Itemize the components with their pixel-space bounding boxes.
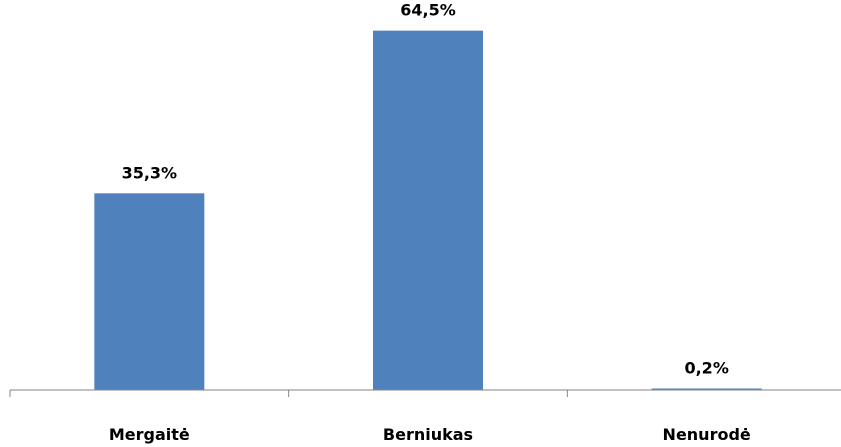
- data-labels: 35,3% 64,5% 0,2%: [122, 1, 729, 378]
- category-label: Nenurodė: [663, 425, 751, 444]
- bars: [94, 30, 762, 391]
- category-labels: Mergaitė Berniukas Nenurodė: [109, 425, 751, 444]
- category-label: Berniukas: [383, 425, 473, 444]
- data-label: 0,2%: [684, 359, 728, 378]
- data-label: 35,3%: [122, 163, 178, 182]
- bar: [373, 30, 483, 391]
- category-label: Mergaitė: [109, 425, 190, 444]
- bar: [94, 193, 205, 390]
- data-label: 64,5%: [400, 1, 456, 20]
- x-axis-ticks: [9, 390, 568, 397]
- bar: [651, 388, 762, 390]
